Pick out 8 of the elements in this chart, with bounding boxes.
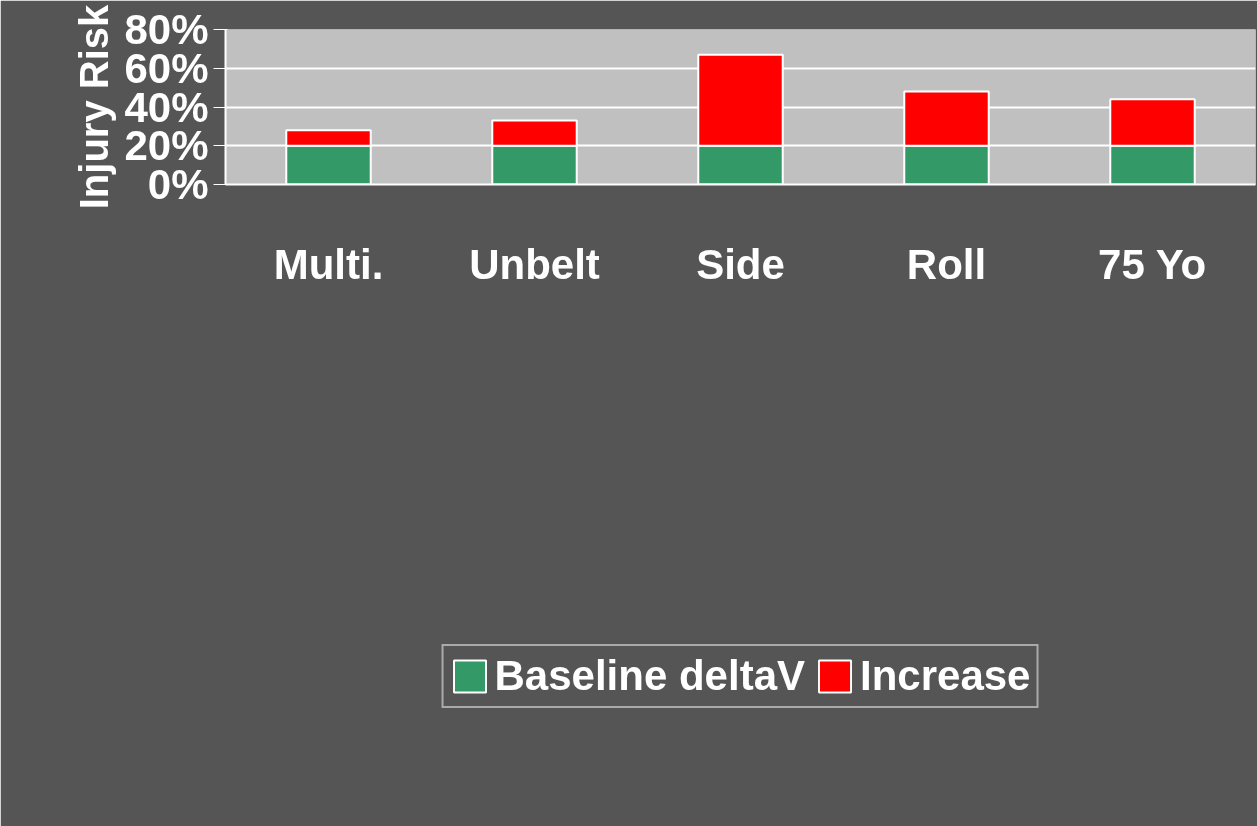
legend-label: Baseline deltaV (494, 652, 805, 700)
x-tick-label: 75 Yo (1098, 240, 1207, 288)
x-tick-label: Multi. (273, 240, 384, 288)
x-tick-label: Unbelt (469, 240, 600, 288)
x-tick-label: Roll (906, 240, 987, 288)
x-tick-label: Side (696, 240, 785, 288)
legend-label: Increase (860, 652, 1031, 700)
y-axis-title: Injury Risk (72, 3, 117, 210)
